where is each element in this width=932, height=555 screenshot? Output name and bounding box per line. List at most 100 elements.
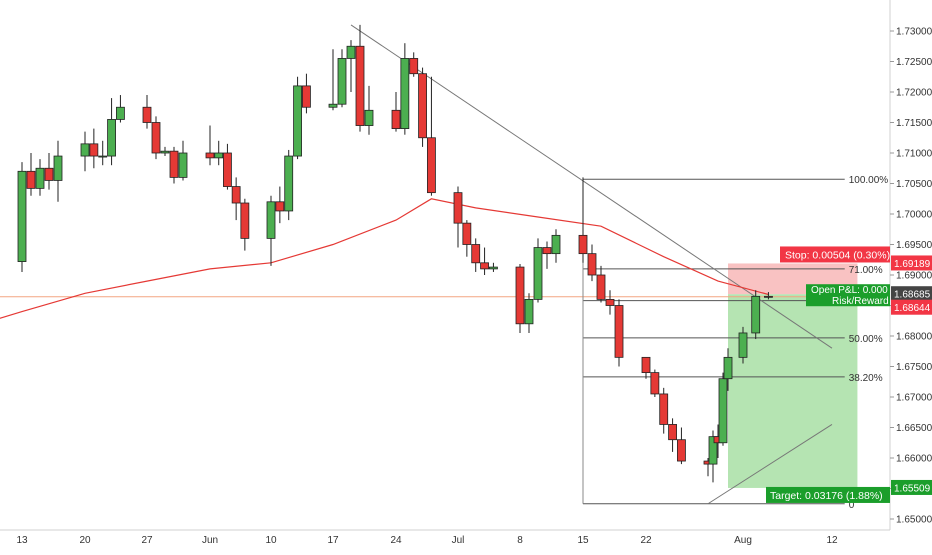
candle-body [53, 155, 63, 181]
candle-body [596, 274, 606, 300]
price-tag: 1.69189 [894, 259, 931, 270]
candle-body [275, 201, 285, 212]
candle-body [17, 170, 27, 262]
candle-body [605, 298, 615, 306]
target-label: Target: 0.03176 (1.88%) [770, 490, 883, 502]
candle-body [718, 378, 728, 444]
candle-body [116, 106, 125, 120]
time-tick-label: 24 [390, 535, 402, 546]
time-tick-label: 20 [79, 535, 91, 546]
candle-body [284, 155, 294, 212]
candle-body [409, 58, 419, 75]
candle-body [542, 247, 552, 255]
candle-body [80, 143, 90, 157]
candle-body [738, 332, 748, 358]
candle-body [641, 356, 651, 374]
candle-body [178, 152, 188, 178]
time-tick-label: 10 [265, 535, 277, 546]
candle-body [453, 192, 463, 224]
candle-body [302, 85, 311, 108]
candle-body [266, 201, 276, 239]
price-tag-bg [891, 299, 932, 315]
candle-body [231, 186, 241, 204]
candle-body [668, 424, 677, 441]
candle-body [89, 143, 99, 157]
time-tick-label: Aug [734, 535, 752, 546]
time-tick-label: 12 [826, 535, 838, 546]
time-tick-label: 15 [577, 535, 589, 546]
price-tick-label: 1.71500 [896, 118, 932, 129]
candle-body [723, 356, 733, 380]
stop-label: Stop: 0.00504 (0.30%) [785, 249, 890, 261]
candle-body [26, 170, 36, 189]
price-tick-label: 1.68000 [896, 332, 932, 343]
candle-body [151, 122, 161, 154]
candle-body [471, 244, 481, 264]
price-tick-label: 1.67500 [896, 362, 932, 373]
fib-level-label: 50.00% [849, 334, 883, 345]
candle-body [223, 152, 232, 187]
candle-body [650, 372, 660, 395]
price-tag: 1.68644 [894, 303, 931, 314]
candle-body [677, 439, 686, 462]
price-tag: 1.65509 [894, 483, 931, 494]
candle-body [98, 155, 108, 158]
price-tick-label: 1.69500 [896, 240, 932, 251]
candle-body [364, 109, 374, 126]
time-tick-label: 27 [141, 535, 153, 546]
time-tick-label: Jun [202, 535, 218, 546]
price-tick-label: 1.72000 [896, 88, 932, 99]
candle-body [489, 266, 498, 270]
candle-body [400, 58, 410, 130]
candle-body [708, 436, 718, 465]
target-label-bg [766, 486, 890, 503]
moving-average-line [0, 198, 769, 319]
fib-level-label: 38.20% [849, 373, 883, 384]
price-tick-label: 1.73000 [896, 27, 932, 38]
candle-body [160, 150, 170, 154]
candle-body [44, 167, 54, 181]
pnl-label-bg [806, 284, 890, 307]
fib-level-label: 0 [849, 500, 855, 511]
candle-body [293, 85, 302, 157]
candle-body [169, 150, 179, 178]
candle-body [214, 152, 224, 159]
price-tick-label: 1.66000 [896, 454, 932, 465]
candle-body [142, 106, 152, 123]
candle-body [346, 45, 356, 59]
fib-level-label: 100.00% [849, 175, 889, 186]
candle-body [328, 103, 338, 108]
trendline [707, 424, 833, 505]
stop-label-bg [780, 246, 890, 263]
price-tag: 1.68685 [894, 290, 931, 301]
candle-body [533, 247, 543, 300]
target-zone [728, 294, 858, 488]
candle-body [35, 167, 45, 189]
candle-body [107, 119, 116, 157]
candle-body [551, 234, 561, 255]
candle-body [751, 295, 761, 334]
candle-body [418, 73, 427, 139]
price-tick-label: 1.66500 [896, 423, 932, 434]
price-tick-label: 1.72500 [896, 57, 932, 68]
candle-body [391, 109, 401, 130]
price-tick-label: 1.70500 [896, 179, 932, 190]
candle-body [659, 393, 669, 425]
time-tick-label: 17 [327, 535, 339, 546]
candle-body [337, 58, 347, 105]
price-tick-label: 1.69000 [896, 271, 932, 282]
candle-body [515, 266, 525, 325]
candle-body [614, 305, 624, 358]
time-tick-label: Jul [452, 535, 465, 546]
price-tick-label: 1.67000 [896, 393, 932, 404]
time-tick-label: 22 [640, 535, 652, 546]
candle-body [205, 152, 215, 159]
candle-body [355, 45, 365, 126]
fib-level-label: 71.00% [849, 265, 883, 276]
price-tag-bg [891, 255, 932, 271]
price-tag-bg [891, 286, 932, 302]
candle-body [524, 298, 534, 325]
price-tag-bg [891, 479, 932, 495]
